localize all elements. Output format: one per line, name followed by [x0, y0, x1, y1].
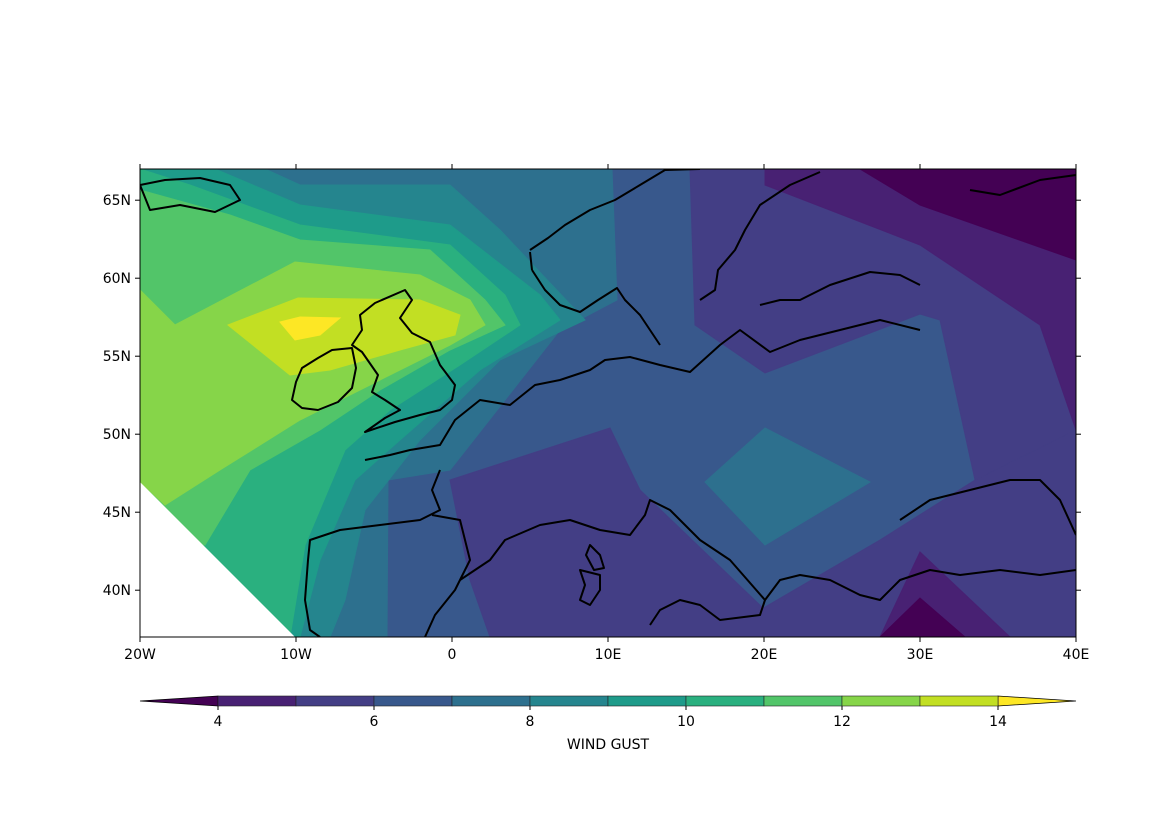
coastline	[140, 177, 241, 213]
colorbar-segment	[841, 695, 921, 707]
coastline	[304, 469, 441, 637]
colorbar-segment	[373, 695, 453, 707]
x-tick-label: 20W	[124, 647, 156, 663]
coastline	[969, 174, 1076, 196]
contour-band	[449, 427, 766, 637]
colorbar-segment	[295, 695, 375, 707]
contour-band	[227, 297, 461, 376]
colorbar-tick-label: 6	[370, 714, 379, 730]
colorbar-segment	[451, 695, 531, 707]
x-tick-label: 20E	[751, 647, 778, 663]
colorbar-segment	[607, 695, 687, 707]
contour-band	[704, 427, 872, 546]
coastline	[351, 289, 456, 433]
coastline	[291, 347, 357, 411]
colorbar-segment	[685, 695, 765, 707]
x-tick-label: 10W	[280, 647, 312, 663]
y-tick-label: 65N	[103, 193, 131, 209]
coastline	[529, 169, 701, 346]
y-tick-label: 40N	[103, 583, 131, 599]
contour-band	[279, 316, 342, 341]
colorbar-tick-label: 8	[526, 714, 535, 730]
coastlines	[140, 169, 1076, 637]
coastline	[579, 569, 601, 606]
colorbar-label: WIND GUST	[567, 737, 650, 753]
coastline	[899, 479, 1076, 536]
contour-band	[764, 169, 1076, 431]
x-tick-label: 0	[448, 647, 457, 663]
colorbar-extend-low	[139, 695, 219, 707]
x-axis-ticks: 20W 10W 0 10E 20E 30E 40E	[124, 164, 1089, 663]
colorbar-extend-high	[997, 695, 1077, 707]
coastline	[585, 544, 605, 571]
coastline	[459, 499, 766, 626]
colorbar-tick-label: 10	[677, 714, 695, 730]
colorbar-tick-label: 4	[214, 714, 223, 730]
coastline	[699, 171, 921, 306]
colorbar: 4 6 8 10 12 14	[139, 695, 1077, 730]
no-data-region	[140, 482, 295, 637]
coastline	[364, 319, 921, 461]
y-tick-label: 45N	[103, 505, 131, 521]
y-tick-label: 55N	[103, 349, 131, 365]
colorbar-segment	[217, 695, 297, 707]
contour-fills	[140, 169, 1076, 637]
contour-band	[879, 597, 966, 637]
colorbar-tick-label: 12	[833, 714, 851, 730]
contour-band	[859, 169, 1076, 261]
colorbar-segment	[919, 695, 999, 707]
y-tick-label: 60N	[103, 271, 131, 287]
colorbar-segment	[763, 695, 843, 707]
colorbar-segment	[529, 695, 609, 707]
colorbar-tick-label: 14	[989, 714, 1007, 730]
x-tick-label: 40E	[1063, 647, 1090, 663]
x-tick-label: 10E	[595, 647, 622, 663]
map-axes	[140, 169, 1076, 637]
y-tick-label: 50N	[103, 427, 131, 443]
x-tick-label: 30E	[907, 647, 934, 663]
coastline	[424, 514, 471, 637]
y-axis-ticks: 40N 45N 50N 55N 60N 65N	[103, 193, 1081, 599]
coastline	[764, 569, 1076, 601]
